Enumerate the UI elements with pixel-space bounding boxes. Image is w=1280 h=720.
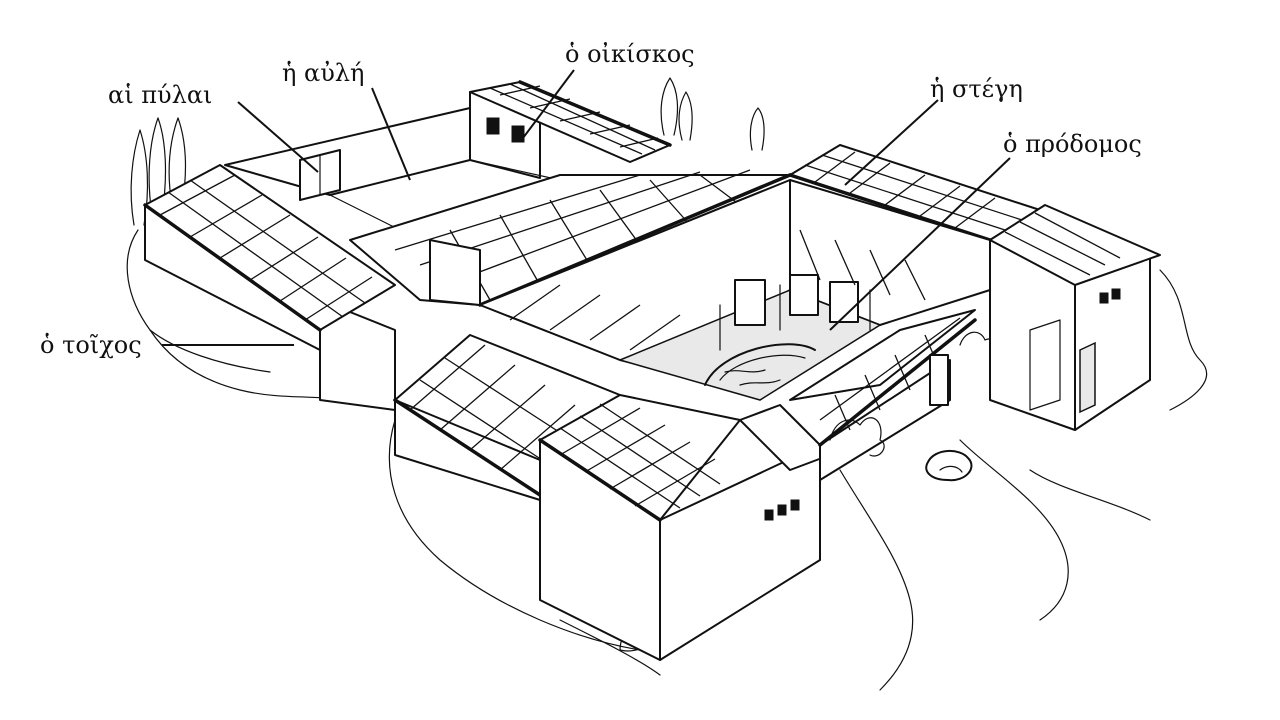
- leader-courtyard: [371, 87, 411, 181]
- label-storeroom: ὁ οἰκίσκος: [565, 40, 695, 68]
- leader-portico: [829, 157, 1011, 331]
- label-portico: ὁ πρόδομος: [1003, 130, 1142, 158]
- leader-lines: [162, 69, 1011, 346]
- inner-courtyard: [479, 179, 991, 401]
- label-courtyard: ἡ αὐλή: [282, 59, 364, 87]
- leader-storeroom: [519, 69, 575, 143]
- front-center-wing: [538, 394, 831, 661]
- far-right-building: [989, 204, 1161, 431]
- label-wall: ὁ τοῖχος: [40, 331, 142, 359]
- stone: [925, 450, 973, 482]
- leader-gates: [237, 101, 319, 173]
- left-wing: [143, 164, 396, 411]
- storeroom-roof: [469, 80, 672, 163]
- label-gates: αἱ πύλαι: [108, 81, 212, 109]
- right-front-section: [789, 309, 997, 481]
- labels: αἱ πύλαι ἡ αὐλή ὁ οἰκίσκος ἡ στέγη ὁ πρό…: [40, 40, 1142, 359]
- label-roof: ἡ στέγη: [930, 75, 1023, 103]
- cypress-trees: [130, 77, 765, 226]
- ground-lines: [126, 229, 1208, 691]
- leader-roof: [844, 99, 939, 186]
- central-roof: [349, 169, 792, 307]
